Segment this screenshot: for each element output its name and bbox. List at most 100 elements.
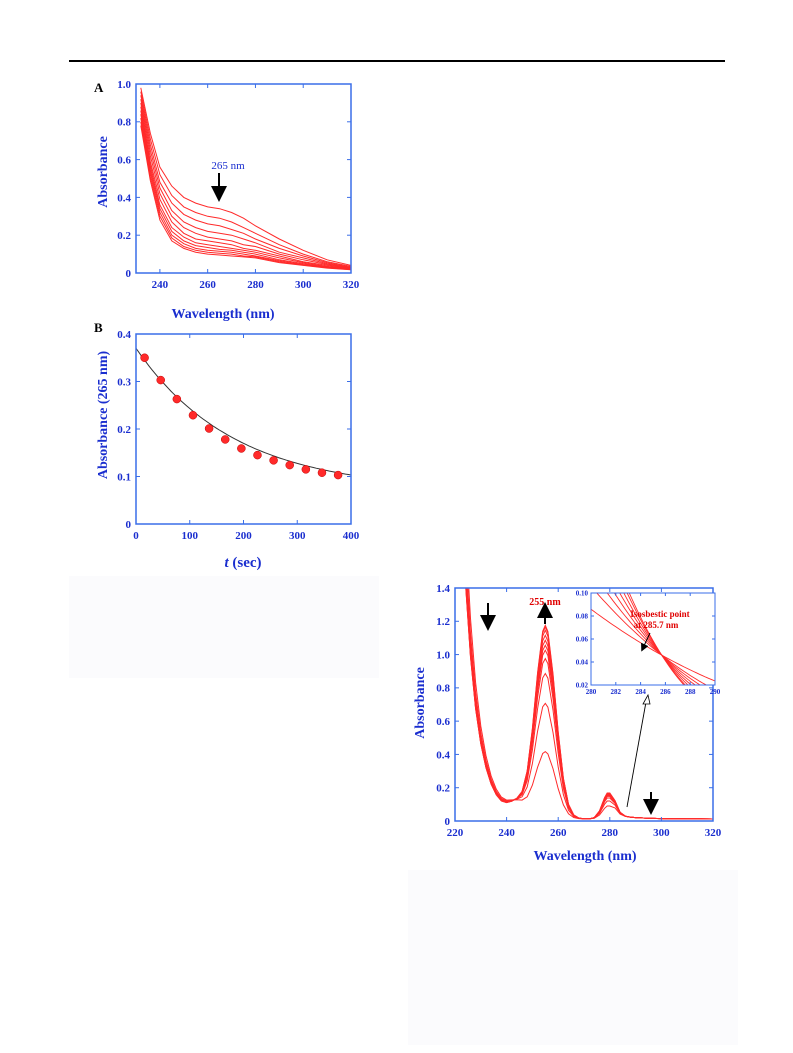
inset-ytick-label: 0.08 [576, 612, 589, 620]
panel-a-spectra [140, 87, 351, 271]
panel-c-inset-pointer-line [626, 701, 647, 808]
panel-a-ytick-label: 0.6 [117, 154, 131, 166]
panel-b-data-point [188, 410, 198, 420]
panel-b-ytick-label: 0.1 [117, 471, 131, 483]
panel-c-ytick-label: 1.0 [436, 649, 450, 661]
inset-xtick-label: 286 [660, 688, 671, 696]
inset-ytick-label: 0.06 [576, 635, 589, 643]
panel-c-ytick-label: 0.8 [436, 683, 450, 695]
inset-xtick-label: 288 [685, 688, 696, 696]
inset-curves [591, 593, 715, 685]
panel-b-xtick-label: 100 [182, 530, 199, 542]
panel-b-data-point [237, 444, 246, 453]
panel-a-xtick-label: 240 [152, 279, 169, 291]
panel-b-data-point [253, 450, 262, 460]
panel-c-ytick-label: 1.2 [436, 616, 450, 628]
inset-xtick-label: 284 [635, 688, 646, 696]
panel-b-xtick-label: 400 [343, 530, 360, 542]
panel-a-spectrum-2 [140, 91, 351, 267]
panel-b-data-point [140, 353, 149, 362]
panel-b-ylabel: Absorbance (265 nm) [96, 351, 111, 480]
panel-b-data-point [204, 424, 214, 433]
panel-b-data-point [172, 394, 182, 404]
panel-b-ytick-label: 0.2 [117, 424, 131, 436]
inset-xtick-label: 280 [586, 688, 597, 696]
panel-a-xtick-label: 320 [343, 279, 360, 291]
panel-b-chart: B 0 100 200 300 400 0 0.1 0.2 0.3 0.4 t (sec) Abs… [94, 320, 360, 571]
panel-b-xlabel-rest: (sec) [229, 555, 262, 571]
panel-a-xtick-label: 280 [247, 279, 264, 291]
inset-curve-5 [619, 593, 692, 685]
panel-c-inset-pointer-head [642, 693, 651, 705]
panel-c-ytick-label: 1.4 [436, 583, 450, 595]
panel-c-xtick-label: 320 [705, 827, 722, 839]
panel-a-ytick-label: 0.2 [117, 230, 131, 242]
inset-xtick-label: 282 [611, 688, 622, 696]
panel-c-frame-background [408, 870, 738, 1045]
panel-a-ticks: 240 260 280 300 320 0 0.2 0.4 0.6 0.8 1.0 [117, 79, 360, 291]
panel-a-spectrum-9 [140, 117, 351, 270]
panel-a-xlabel: Wavelength (nm) [171, 307, 274, 322]
panel-c-xtick-label: 260 [550, 827, 567, 839]
inset-ytick-label: 0.04 [576, 658, 589, 666]
panel-b-frame-background [69, 576, 379, 678]
panel-b-ytick-label: 0 [126, 519, 132, 531]
panel-a-spectrum-7 [140, 110, 351, 270]
panel-b-fit-line [136, 348, 351, 476]
panel-a-ylabel: Absorbance [96, 136, 111, 208]
panel-c-ytick-label: 0.2 [436, 783, 450, 795]
panel-c-xlabel: Wavelength (nm) [533, 849, 636, 864]
panel-c-frame [454, 587, 714, 822]
panel-a-letter: A [94, 80, 104, 95]
panel-a-spectrum-1 [140, 87, 351, 266]
panel-c-ytick-label: 0.6 [436, 716, 450, 728]
panel-a-ytick-label: 1.0 [117, 79, 131, 91]
panel-b-data-point [269, 456, 278, 465]
panel-b-data-point [156, 375, 165, 385]
panel-c-xtick-label: 220 [447, 827, 464, 839]
page-header-rule [69, 60, 725, 62]
panel-a-chart: A 240 260 280 300 320 0 0.2 0.4 0.6 0.8 1.0 Wavele… [94, 79, 360, 322]
inset-annotation-line2: at 285.7 nm [634, 620, 679, 630]
panel-c-spectra [465, 588, 713, 820]
panel-b-ticks: 0 100 200 300 400 0 0.1 0.2 0.3 0.4 [117, 329, 360, 542]
panel-c-inset: 280 282 284 286 288 290 0.02 0.04 0.06 0.08 0.10 I… [576, 589, 721, 696]
panel-a-ytick-label: 0 [126, 268, 132, 280]
panel-b-data-point [333, 470, 343, 480]
inset-curve-4 [613, 593, 697, 685]
panel-c-chart: 220 240 260 280 300 320 0 0.2 0.4 0.6 0.8 1.0 1.2 1.4… [413, 583, 722, 864]
panel-b-frame [135, 333, 352, 525]
inset-curve-3 [606, 593, 702, 685]
panel-a-spectrum-5 [140, 102, 351, 269]
inset-curve-6 [623, 593, 689, 685]
inset-ytick-label: 0.02 [576, 681, 589, 689]
panel-c-xtick-label: 240 [498, 827, 515, 839]
panel-a-xtick-label: 300 [295, 279, 312, 291]
panel-c-xtick-label: 280 [602, 827, 619, 839]
panel-a-ytick-label: 0.8 [117, 117, 131, 129]
panel-b-data-point [301, 465, 311, 474]
panel-b-letter: B [94, 320, 103, 335]
inset-annotation-line1: Isosbestic point [630, 609, 689, 619]
inset-curve-8 [628, 593, 685, 685]
panel-a-spectrum-11 [140, 125, 351, 271]
panel-c-ticks: 220 240 260 280 300 320 0 0.2 0.4 0.6 0.8 1.0 1.2 1.4 [436, 583, 722, 839]
panel-c-spectrum-11 [465, 588, 713, 820]
panel-a-spectrum-6 [140, 106, 351, 270]
panel-b-data-point [220, 435, 230, 444]
panel-b-fit-curve [136, 348, 351, 476]
panel-b-points [140, 353, 343, 480]
inset-ytick-label: 0.10 [576, 589, 589, 597]
panel-a-spectrum-8 [140, 114, 351, 270]
panel-b-data-point [285, 460, 294, 470]
panel-b-xtick-label: 0 [133, 530, 139, 542]
inset-curve-1 [591, 608, 715, 682]
inset-xtick-label: 290 [710, 688, 721, 696]
inset-ticks: 280 282 284 286 288 290 0.02 0.04 0.06 0.08 0.10 [576, 589, 721, 696]
panel-c-ylabel: Absorbance [413, 667, 428, 739]
panel-a-frame [135, 83, 352, 274]
panel-b-xtick-label: 300 [289, 530, 306, 542]
inset-isosbestic-arrow [641, 632, 651, 652]
panel-c-ytick-label: 0.4 [436, 749, 450, 761]
